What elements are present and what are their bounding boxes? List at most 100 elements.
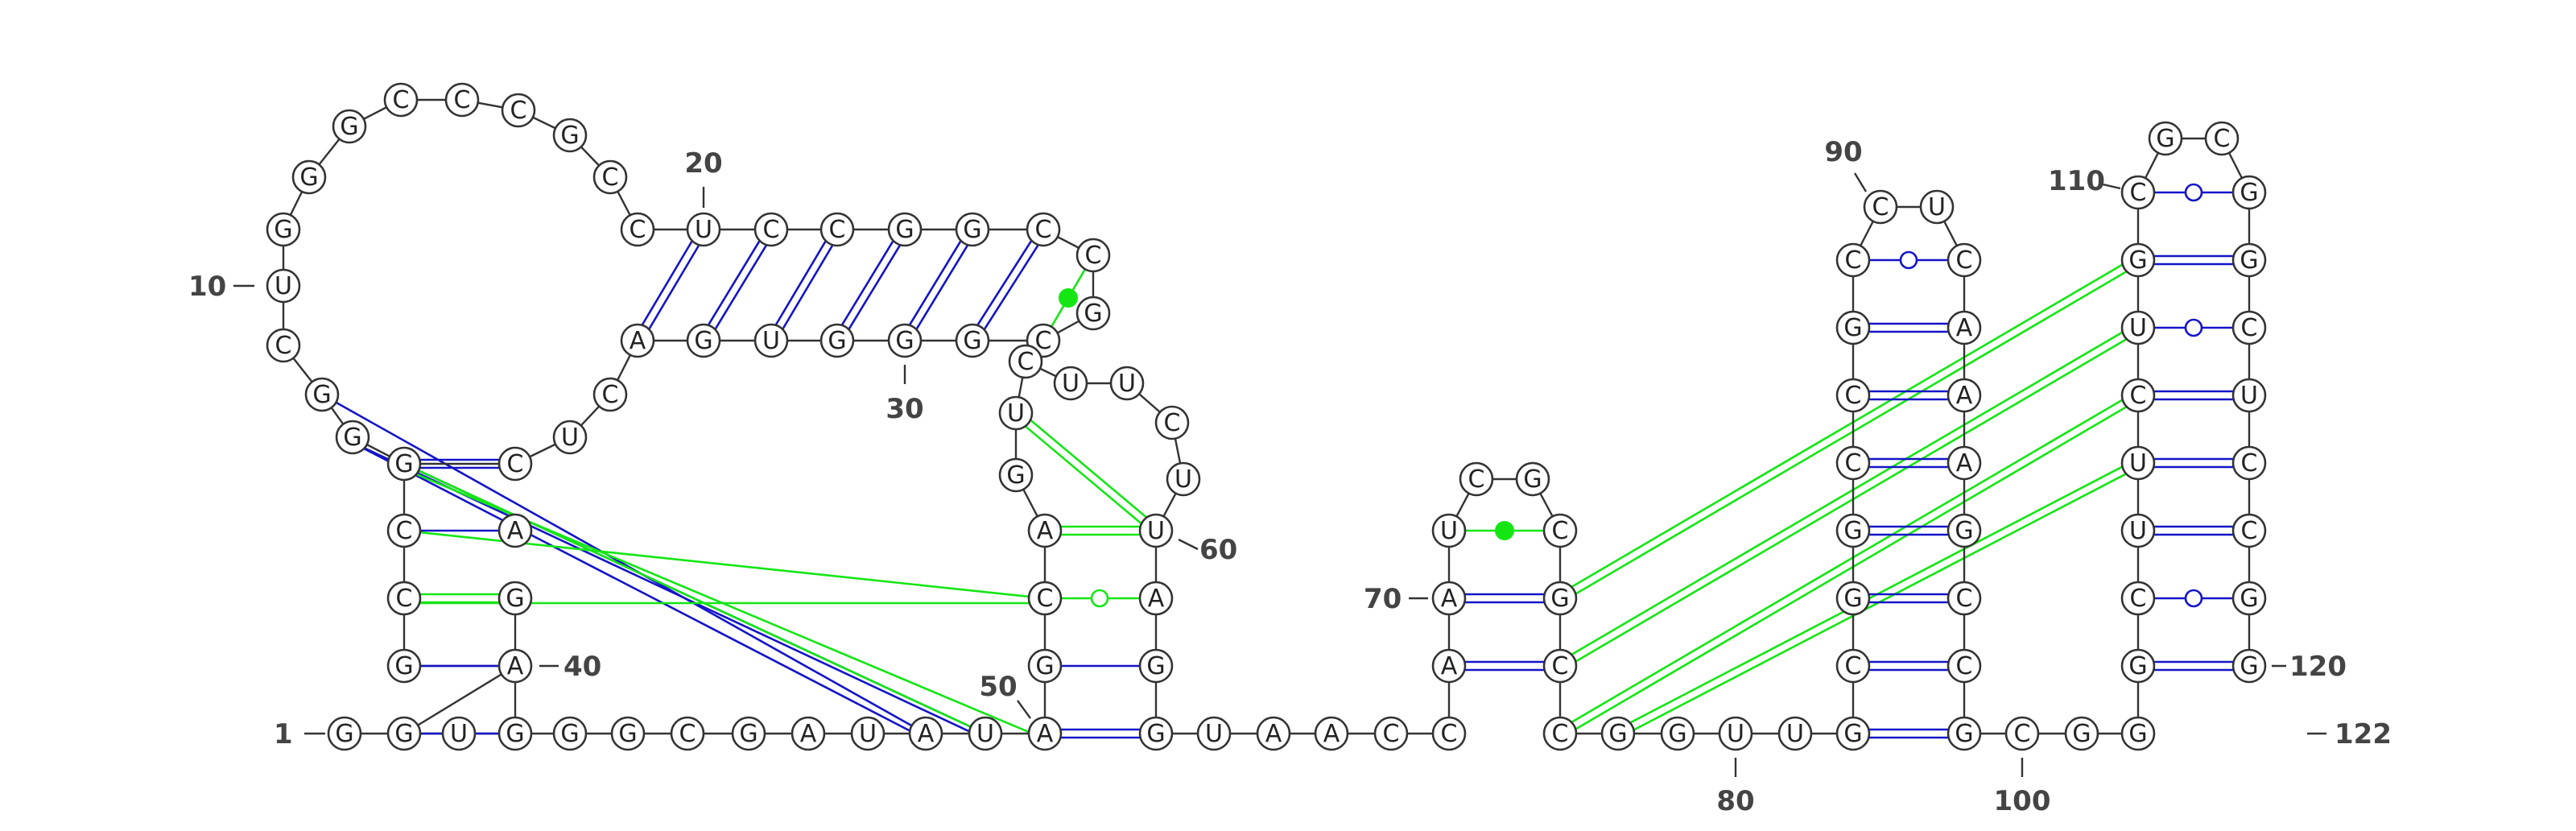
nucleotide-letter: A xyxy=(1323,720,1340,748)
nucleotide-116: G xyxy=(2233,244,2265,276)
nucleotide-layer: G G U G G G C G A U A U AGGCUGGGC C CGCC U C C G G CCGCGGGUG… xyxy=(267,84,2265,750)
nucleotide-108: U xyxy=(2122,447,2154,479)
nucleotide-letter: G xyxy=(739,720,758,748)
nucleotide-letter: G xyxy=(618,720,637,748)
base-pair-9-line-2 xyxy=(1031,420,1146,517)
nucleotide-94: C xyxy=(1948,244,1980,276)
nucleotide-letter: U xyxy=(1727,720,1744,748)
nucleotide-letter: A xyxy=(507,652,524,680)
nucleotide-letter: U xyxy=(450,720,468,748)
nucleotide-22: C xyxy=(446,84,478,116)
nucleotide-letter: C xyxy=(2214,125,2231,153)
nucleotide-103: G xyxy=(2066,717,2098,750)
nucleotide-letter: U xyxy=(2129,517,2147,545)
nucleotide-letter: G xyxy=(506,720,524,748)
base-pair-3-line-1 xyxy=(776,242,826,325)
nucleotide-45: G xyxy=(388,448,420,480)
base-pair-21-gu-marker xyxy=(2186,184,2202,201)
base-pair-9-line-1 xyxy=(1026,427,1141,523)
base-pair-4-line-2 xyxy=(849,246,900,329)
nucleotide-letter: C xyxy=(2241,517,2258,545)
nucleotide-letter: G xyxy=(1843,585,1862,613)
base-pair-2-line-1 xyxy=(708,241,759,325)
number-tick-90 xyxy=(1855,173,1866,192)
nucleotide-61: U xyxy=(1167,463,1199,495)
nucleotide-letter: G xyxy=(1006,461,1025,490)
nucleotide-99: C xyxy=(1948,582,1980,614)
nucleotide-letter: G xyxy=(2128,720,2147,748)
nucleotide-letter: A xyxy=(1148,585,1165,613)
nucleotide-39: U xyxy=(755,325,787,357)
base-pair-27-gu-marker xyxy=(2186,590,2202,606)
nucleotide-letter: U xyxy=(2240,382,2258,410)
nucleotide-letter: C xyxy=(829,216,846,244)
nucleotide-85: C xyxy=(1837,650,1869,682)
nucleotide-letter: A xyxy=(1956,449,1973,478)
nucleotide-56: U xyxy=(1000,397,1032,429)
nucleotide-letter: C xyxy=(1383,720,1400,748)
nucleotide-78: C xyxy=(1544,650,1576,682)
nucleotide-letter: G xyxy=(1843,314,1862,342)
nucleotide-68: A xyxy=(1315,717,1348,750)
nucleotide-73: U xyxy=(1433,515,1465,547)
nucleotide-117: C xyxy=(2233,312,2265,344)
nucleotide-30: G xyxy=(889,213,921,246)
nucleotide-32: C xyxy=(1027,213,1059,246)
nucleotide-23: C xyxy=(502,94,535,126)
nucleotide-12: U xyxy=(969,717,1001,750)
nucleotide-91: C xyxy=(1837,244,1869,276)
nucleotide-letter: C xyxy=(510,97,527,125)
nucleotide-109: C xyxy=(2122,379,2154,411)
nucleotide-letter: G xyxy=(560,720,579,748)
nucleotide-79: C xyxy=(1544,717,1576,750)
nucleotide-letter: C xyxy=(1845,382,1862,410)
nucleotide-letter: C xyxy=(2130,179,2147,207)
nucleotide-letter: C xyxy=(1845,652,1862,680)
number-label-60: 60 xyxy=(1199,534,1237,566)
nucleotide-letter: G xyxy=(2240,179,2258,207)
nucleotide-107: U xyxy=(2122,515,2154,547)
nucleotide-letter: A xyxy=(1956,382,1973,410)
nucleotide-letter: C xyxy=(630,216,646,244)
nucleotide-53: C xyxy=(1029,582,1061,614)
nucleotide-letter: G xyxy=(312,381,331,409)
nucleotide-52: G xyxy=(1029,650,1061,682)
nucleotide-letter: G xyxy=(2240,585,2258,613)
nucleotide-letter: C xyxy=(2130,382,2147,410)
nucleotide-letter: G xyxy=(1955,517,1973,545)
nucleotide-letter: C xyxy=(1037,585,1054,613)
nucleotide-90: G xyxy=(1837,312,1869,344)
nucleotide-letter: U xyxy=(976,720,994,748)
nucleotide-letter: G xyxy=(506,585,524,613)
nucleotide-letter: G xyxy=(343,424,361,452)
nucleotide-letter: C xyxy=(1872,193,1889,221)
nucleotide-5: G xyxy=(554,717,586,750)
nucleotide-80: G xyxy=(1602,717,1634,750)
nucleotide-115: G xyxy=(2233,176,2265,209)
number-label-10: 10 xyxy=(188,271,226,303)
nucleotide-18: G xyxy=(267,213,299,246)
nucleotide-37: G xyxy=(889,325,921,357)
nucleotide-46: C xyxy=(388,515,420,547)
nucleotide-118: U xyxy=(2233,379,2265,411)
nucleotide-letter: C xyxy=(1956,246,1973,275)
nucleotide-27: U xyxy=(687,213,720,246)
nucleotide-57: C xyxy=(1009,345,1042,378)
number-label-122: 122 xyxy=(2334,718,2392,750)
nucleotide-letter: C xyxy=(2014,720,2031,748)
nucleotide-letter: G xyxy=(340,113,358,141)
nucleotide-letter: G xyxy=(335,720,353,748)
nucleotide-letter: G xyxy=(394,720,413,748)
nucleotide-101: G xyxy=(1948,717,1980,750)
nucleotide-letter: C xyxy=(1552,517,1569,545)
base-pair-6-line-2 xyxy=(985,246,1038,329)
nucleotide-letter: G xyxy=(2240,246,2258,275)
nucleotide-letter: C xyxy=(396,517,413,545)
nucleotide-letter: G xyxy=(394,450,413,478)
nucleotide-letter: G xyxy=(394,652,413,680)
nucleotide-letter: U xyxy=(1786,720,1804,748)
nucleotide-letter: U xyxy=(1062,370,1080,398)
nucleotide-letter: C xyxy=(1956,652,1973,680)
nucleotide-36: G xyxy=(956,325,989,357)
